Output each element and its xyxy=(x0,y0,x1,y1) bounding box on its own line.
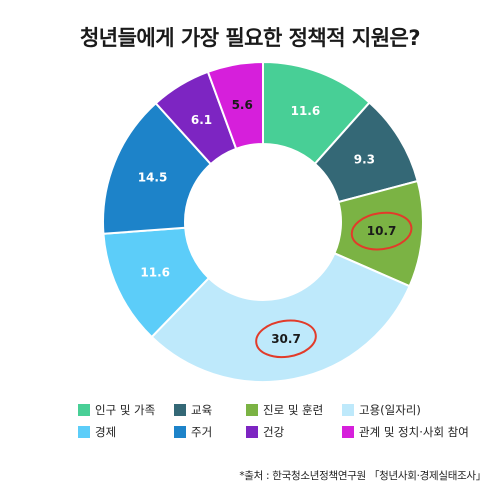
slice-value-label-6: 14.5 xyxy=(138,171,168,185)
slice-value-label-1: 11.6 xyxy=(291,104,321,118)
legend-swatch xyxy=(174,404,186,416)
legend-label: 인구 및 가족 xyxy=(95,403,156,417)
slice-value-label-2: 9.3 xyxy=(354,153,375,167)
legend-swatch xyxy=(342,404,354,416)
legend-swatch xyxy=(78,404,90,416)
source-note: *출처 : 한국청소년정책연구원 「청년사회·경제실태조사」 xyxy=(239,470,486,482)
legend-item-1: 인구 및 가족 xyxy=(78,402,174,418)
legend-swatch xyxy=(174,426,186,438)
highlight-circle-4 xyxy=(255,319,317,359)
slice-value-label-5: 11.6 xyxy=(140,266,170,280)
legend-item-3: 진로 및 훈련 xyxy=(246,402,342,418)
slice-value-label-8: 5.6 xyxy=(232,98,253,112)
legend-item-4: 고용(일자리) xyxy=(342,402,458,418)
legend-label: 주거 xyxy=(191,425,213,439)
legend-item-5: 경제 xyxy=(78,424,174,440)
legend-label: 고용(일자리) xyxy=(359,403,421,417)
legend-item-8: 관계 및 정치·사회 참여 xyxy=(342,424,469,440)
legend-swatch xyxy=(78,426,90,438)
slice-value-label-7: 6.1 xyxy=(191,113,212,127)
legend-item-2: 교육 xyxy=(174,402,246,418)
slice-value-label-4: 30.7 xyxy=(271,332,301,346)
slice-4 xyxy=(150,251,411,383)
legend-item-7: 건강 xyxy=(246,424,342,440)
chart-legend: 인구 및 가족 교육 진로 및 훈련 고용(일자리) 경제 주거 건강 관계 및 정치·사회 … xyxy=(78,402,469,440)
legend-label: 관계 및 정치·사회 참여 xyxy=(359,425,469,439)
chart-title: 청년들에게 가장 필요한 정책적 지원은? xyxy=(79,26,421,50)
legend-swatch xyxy=(342,426,354,438)
legend-label: 경제 xyxy=(95,425,117,439)
legend-swatch xyxy=(246,426,258,438)
legend-label: 진로 및 훈련 xyxy=(263,403,324,417)
highlight-circle-3 xyxy=(350,211,413,251)
slice-8 xyxy=(206,60,264,151)
legend-label: 교육 xyxy=(191,403,213,417)
legend-label: 건강 xyxy=(263,425,285,439)
legend-swatch xyxy=(246,404,258,416)
slice-value-label-3: 10.7 xyxy=(367,224,397,238)
legend-item-6: 주거 xyxy=(174,424,246,440)
